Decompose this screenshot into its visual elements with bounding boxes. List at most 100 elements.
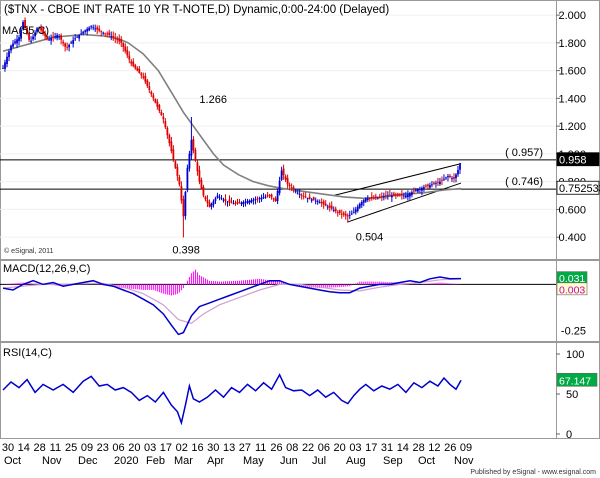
candle-body xyxy=(8,51,10,58)
x-day-label: 20 xyxy=(128,442,140,454)
candle-body xyxy=(270,194,273,198)
rsi-tick-label: 0 xyxy=(566,429,572,441)
macd-badge-label: 0.031 xyxy=(559,273,585,285)
x-day-label: 31 xyxy=(381,442,393,454)
candle-body xyxy=(38,27,40,29)
candle-body xyxy=(356,206,359,211)
candle-body xyxy=(186,167,189,191)
candle-body xyxy=(342,212,345,215)
x-day-label: 30 xyxy=(2,442,14,454)
x-month-label: Jul xyxy=(312,455,326,467)
candle-body xyxy=(278,180,281,193)
candle-body xyxy=(224,198,227,202)
candle-body xyxy=(66,46,69,48)
price-tick-label: 1.600 xyxy=(558,66,586,78)
candle-body xyxy=(318,202,321,204)
candle-body xyxy=(50,38,53,41)
x-day-label: 11 xyxy=(255,442,266,454)
candle-body xyxy=(72,40,75,44)
candle-body xyxy=(453,177,455,179)
candle-body xyxy=(12,43,14,47)
candle-body xyxy=(326,206,329,208)
x-day-label: 03 xyxy=(349,442,361,454)
candle-body xyxy=(44,33,46,36)
x-day-label: 03 xyxy=(144,442,156,454)
candle-body xyxy=(364,198,367,202)
price-annotation-label: 0.504 xyxy=(356,232,384,244)
price-annotation-label: ( 0.746) xyxy=(505,176,543,188)
candle-body xyxy=(304,196,307,198)
x-axis-day-labels: 30 14 28 11 25 09 23 06 20 03 17 02 16 30 13 27 11 26 08 22… xyxy=(2,442,472,454)
x-day-label: 16 xyxy=(191,442,203,454)
candle-body xyxy=(4,62,6,69)
candle-body xyxy=(132,61,135,66)
x-axis-month-labels: Oct Nov Dec 2020 Feb Mar Apr May Jun Jul Aug Sep Oct… xyxy=(4,455,474,467)
candle-body xyxy=(264,196,267,198)
candle-body xyxy=(24,20,26,28)
candle-body xyxy=(449,175,451,178)
candle-body xyxy=(306,198,309,200)
candle-body xyxy=(457,170,459,175)
candle-body xyxy=(370,196,373,199)
rsi-title: RSI(14,C) xyxy=(3,347,52,359)
candle-body xyxy=(366,198,369,201)
x-day-label: 09 xyxy=(81,442,93,454)
x-day-label: 12 xyxy=(428,442,440,454)
candle-body xyxy=(76,36,79,38)
x-day-label: 23 xyxy=(97,442,109,454)
candle-body xyxy=(86,28,89,32)
x-day-label: 22 xyxy=(302,442,314,454)
x-day-label: 14 xyxy=(18,442,30,454)
candle-body xyxy=(96,27,99,30)
candle-body xyxy=(276,190,279,202)
candle-body xyxy=(14,41,16,44)
candle-body xyxy=(340,213,343,215)
candle-body xyxy=(445,177,447,179)
candle-body xyxy=(204,196,207,200)
candle-body xyxy=(48,39,51,41)
x-day-label: 28 xyxy=(33,442,45,454)
candle-body xyxy=(302,196,305,197)
candle-body xyxy=(184,192,187,217)
rsi-tick-label: 50 xyxy=(566,389,578,401)
candle-body xyxy=(114,37,117,39)
x-day-label: 20 xyxy=(334,442,346,454)
candle-body xyxy=(425,185,427,187)
x-day-label: 08 xyxy=(286,442,298,454)
candle-body xyxy=(429,185,431,188)
candle-body xyxy=(160,112,163,116)
x-day-label: 26 xyxy=(444,442,456,454)
candle-body xyxy=(148,86,151,91)
x-month-label: Nov xyxy=(454,455,474,467)
chart-title: ($TNX - CBOE INT RATE 10 YR T-NOTE,D) Dy… xyxy=(4,4,389,16)
candle-body xyxy=(421,187,423,191)
candle-body xyxy=(437,181,439,183)
x-day-label: 14 xyxy=(397,442,409,454)
candle-body xyxy=(433,182,435,184)
candle-body xyxy=(288,184,291,187)
candle-body xyxy=(300,194,303,196)
candle-body xyxy=(90,26,93,28)
rsi-value-badges: 67.147 xyxy=(556,372,598,387)
candle-body xyxy=(130,61,133,64)
candle-body xyxy=(260,197,263,200)
candle-body xyxy=(164,121,167,128)
candle-body xyxy=(102,32,105,34)
candle-body xyxy=(415,189,417,191)
candle-body xyxy=(228,199,231,203)
price-tick-label: 1.200 xyxy=(558,121,586,133)
candle-body xyxy=(266,195,269,197)
candle-body xyxy=(368,198,371,200)
x-day-label: 30 xyxy=(207,442,219,454)
candle-body xyxy=(192,139,195,151)
candle-body xyxy=(402,195,405,197)
candle-body xyxy=(10,45,12,51)
candle-body xyxy=(64,43,67,47)
candle-body xyxy=(78,35,81,39)
candle-body xyxy=(378,197,381,198)
candle-body xyxy=(94,28,97,30)
candle-body xyxy=(18,37,20,41)
rsi-tick-label: 100 xyxy=(566,349,584,361)
macd-tick-label: -0.25 xyxy=(561,326,586,338)
candle-body xyxy=(52,36,55,38)
